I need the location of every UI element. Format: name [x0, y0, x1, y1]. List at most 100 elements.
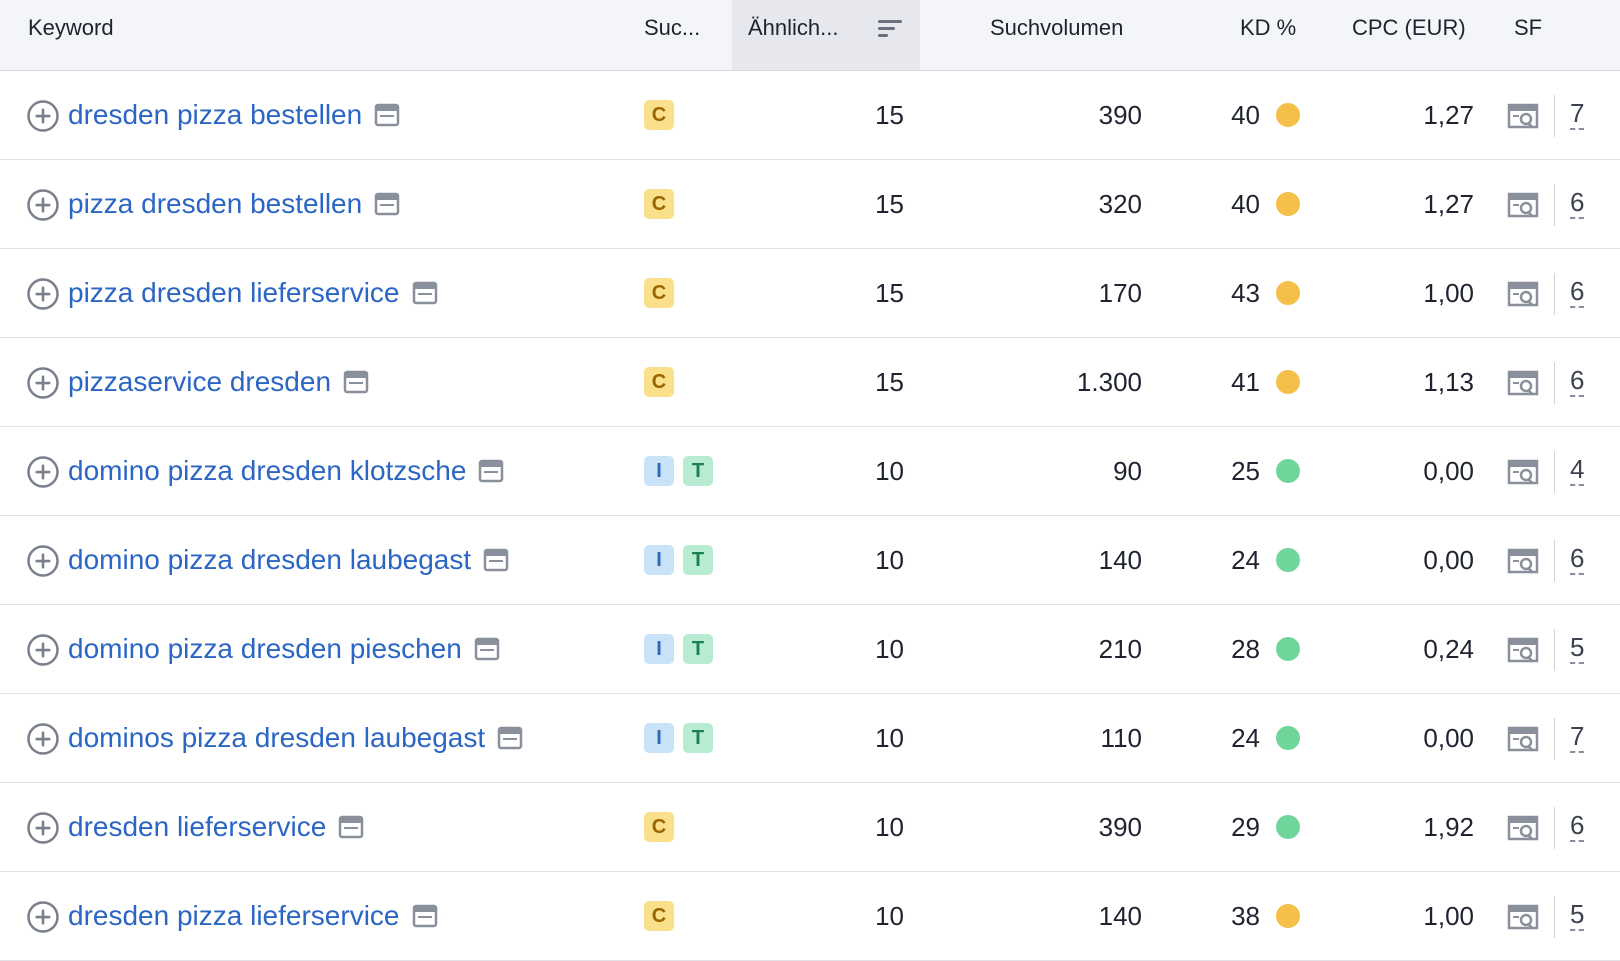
- serp-feature-icon[interactable]: [1506, 902, 1540, 932]
- kd-difficulty-dot: [1276, 637, 1300, 661]
- intent-badge[interactable]: T: [683, 545, 713, 575]
- intent-badge[interactable]: C: [644, 367, 674, 397]
- keyword-link[interactable]: dresden lieferservice: [68, 811, 327, 842]
- cpc-cell: 1,27: [1423, 99, 1474, 130]
- kd-value: 40: [1231, 188, 1260, 219]
- keyword-link[interactable]: dresden pizza lieferservice: [68, 900, 400, 931]
- serp-feature-icon[interactable]: [1506, 546, 1540, 576]
- intent-badge[interactable]: I: [644, 634, 674, 664]
- cpc-cell: 1,92: [1423, 811, 1474, 842]
- sort-desc-icon[interactable]: [876, 16, 904, 40]
- serp-window-icon[interactable]: [483, 548, 509, 572]
- add-keyword-icon[interactable]: [26, 188, 60, 222]
- sf-count[interactable]: 6: [1570, 160, 1585, 248]
- add-keyword-icon[interactable]: [26, 633, 60, 667]
- add-keyword-icon[interactable]: [26, 455, 60, 489]
- kd-cell: 40: [1180, 71, 1300, 159]
- sf-count[interactable]: 6: [1570, 516, 1585, 604]
- intent-badge[interactable]: I: [644, 723, 674, 753]
- volume-cell: 320: [1098, 188, 1142, 219]
- sf-divider: [1554, 896, 1555, 938]
- sf-count[interactable]: 7: [1570, 694, 1585, 782]
- serp-feature-icon[interactable]: [1506, 101, 1540, 131]
- col-keyword-header[interactable]: Keyword: [28, 15, 114, 40]
- volume-cell: 390: [1098, 811, 1142, 842]
- intent-badge[interactable]: C: [644, 189, 674, 219]
- add-keyword-icon[interactable]: [26, 99, 60, 133]
- sf-count[interactable]: 6: [1570, 249, 1585, 337]
- add-keyword-icon[interactable]: [26, 544, 60, 578]
- intent-badge[interactable]: I: [644, 545, 674, 575]
- keyword-link[interactable]: pizza dresden lieferservice: [68, 277, 400, 308]
- serp-window-icon[interactable]: [474, 637, 500, 661]
- kd-difficulty-dot: [1276, 459, 1300, 483]
- kd-difficulty-dot: [1276, 192, 1300, 216]
- serp-window-icon[interactable]: [374, 192, 400, 216]
- col-volume-header[interactable]: Suchvolumen: [990, 15, 1124, 40]
- keyword-link[interactable]: domino pizza dresden klotzsche: [68, 455, 467, 486]
- kd-difficulty-dot: [1276, 726, 1300, 750]
- volume-cell: 1.300: [1076, 366, 1142, 397]
- serp-feature-icon[interactable]: [1506, 635, 1540, 665]
- volume-cell: 110: [1100, 722, 1142, 753]
- add-keyword-icon[interactable]: [26, 722, 60, 756]
- similarity-cell: 10: [875, 811, 904, 842]
- serp-window-icon[interactable]: [497, 726, 523, 750]
- serp-window-icon[interactable]: [478, 459, 504, 483]
- serp-feature-icon[interactable]: [1506, 813, 1540, 843]
- intent-badge[interactable]: T: [683, 634, 713, 664]
- serp-feature-icon[interactable]: [1506, 190, 1540, 220]
- intent-badge[interactable]: C: [644, 901, 674, 931]
- intent-badge[interactable]: C: [644, 100, 674, 130]
- add-keyword-icon[interactable]: [26, 366, 60, 400]
- intent-badge[interactable]: I: [644, 456, 674, 486]
- serp-window-icon[interactable]: [338, 815, 364, 839]
- keyword-link[interactable]: pizzaservice dresden: [68, 366, 332, 397]
- intent-badge[interactable]: T: [683, 723, 713, 753]
- cpc-cell: 0,00: [1423, 722, 1474, 753]
- col-cpc-header[interactable]: CPC (EUR): [1352, 15, 1466, 40]
- serp-feature-icon[interactable]: [1506, 279, 1540, 309]
- col-kd-header[interactable]: KD %: [1240, 15, 1297, 40]
- sf-count[interactable]: 6: [1570, 783, 1585, 871]
- add-keyword-icon[interactable]: [26, 811, 60, 845]
- keyword-link[interactable]: pizza dresden bestellen: [68, 188, 363, 219]
- keyword-link[interactable]: domino pizza dresden pieschen: [68, 633, 462, 664]
- sf-count[interactable]: 7: [1570, 71, 1585, 159]
- similarity-cell: 10: [875, 900, 904, 931]
- serp-feature-icon[interactable]: [1506, 457, 1540, 487]
- sf-count-value: 5: [1570, 898, 1585, 931]
- cpc-cell: 1,27: [1423, 188, 1474, 219]
- sf-divider: [1554, 184, 1555, 226]
- col-similarity-header[interactable]: Ähnlich...: [732, 0, 920, 70]
- add-keyword-icon[interactable]: [26, 277, 60, 311]
- sf-count[interactable]: 6: [1570, 338, 1585, 426]
- sf-count[interactable]: 4: [1570, 427, 1585, 515]
- table-row: pizza dresden lieferservice C 15 170 43 1,00 6: [0, 249, 1620, 338]
- serp-feature-icon[interactable]: [1506, 724, 1540, 754]
- kd-value: 24: [1231, 544, 1260, 575]
- serp-window-icon[interactable]: [412, 281, 438, 305]
- intent-badge[interactable]: T: [683, 456, 713, 486]
- kd-cell: 24: [1180, 694, 1300, 782]
- keyword-link[interactable]: domino pizza dresden laubegast: [68, 544, 472, 575]
- col-sf-header[interactable]: SF: [1514, 15, 1543, 40]
- intent-badge[interactable]: C: [644, 812, 674, 842]
- kd-cell: 29: [1180, 783, 1300, 871]
- serp-window-icon[interactable]: [374, 103, 400, 127]
- sf-count[interactable]: 5: [1570, 872, 1585, 960]
- col-intent-header[interactable]: Suc...: [644, 15, 701, 40]
- add-keyword-icon[interactable]: [26, 900, 60, 934]
- serp-window-icon[interactable]: [412, 904, 438, 928]
- intent-badge[interactable]: C: [644, 278, 674, 308]
- sf-divider: [1554, 451, 1555, 493]
- keyword-link[interactable]: dominos pizza dresden laubegast: [68, 722, 486, 753]
- keyword-link[interactable]: dresden pizza bestellen: [68, 99, 363, 130]
- sf-count[interactable]: 5: [1570, 605, 1585, 693]
- serp-feature-icon[interactable]: [1506, 368, 1540, 398]
- serp-window-icon[interactable]: [343, 370, 369, 394]
- kd-cell: 40: [1180, 160, 1300, 248]
- table-row: domino pizza dresden pieschen I T 10 210 28 0,…: [0, 605, 1620, 694]
